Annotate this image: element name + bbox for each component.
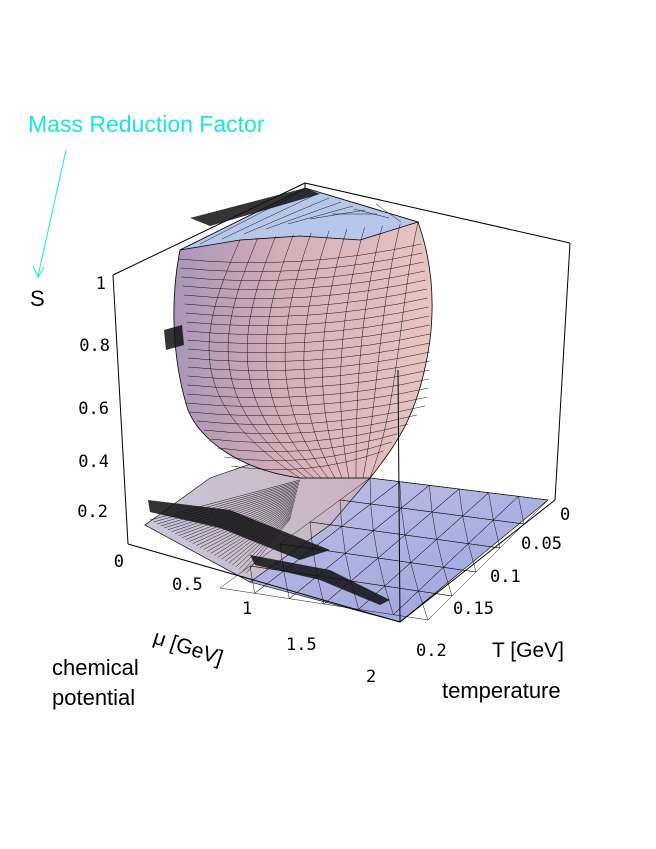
mesh-line [179, 243, 422, 263]
annotation-arrow-shaft [37, 149, 67, 277]
mesh-line [375, 203, 402, 223]
box-front-edges [127, 369, 556, 623]
mesh-line [227, 238, 308, 479]
mu-tick-label: 1.5 [286, 635, 317, 655]
mesh-line [355, 225, 383, 479]
mesh-line [309, 209, 366, 220]
t-tick-label: 0.2 [416, 641, 447, 661]
mesh-line [217, 432, 401, 452]
mesh-line [187, 315, 430, 335]
t-axis: 0 0.05 0.1 0.15 0.2 T [GeV] temperature [416, 505, 570, 703]
t-axis-label: T [GeV] [492, 639, 564, 662]
mesh-line [196, 405, 426, 425]
z-tick-label: 0.6 [78, 399, 109, 419]
z-tick-label: 0.8 [79, 336, 110, 356]
mesh-line [362, 223, 401, 479]
t-tick-label: 0.05 [521, 534, 562, 554]
t-tick-label: 0.15 [453, 599, 494, 619]
mu-tick-label: 1 [242, 599, 252, 619]
mesh-line [210, 423, 409, 443]
mesh-line [265, 234, 322, 479]
mesh-line [287, 205, 354, 225]
z-axis: S 0 0.2 0.4 0.6 0.8 1 [30, 274, 124, 572]
mesh-line [303, 230, 336, 479]
z-axis-label: S [30, 286, 45, 311]
z-tick-label: 0.2 [77, 502, 108, 522]
mesh-line [322, 229, 348, 479]
mesh-line [392, 590, 453, 621]
z-tick-label: 0.4 [78, 452, 109, 472]
mesh-line [231, 450, 384, 470]
mesh-line [187, 369, 430, 389]
mesh-line [224, 441, 392, 461]
mesh-line [187, 360, 430, 380]
mesh-line [182, 270, 425, 290]
mesh-line [203, 414, 417, 434]
mu-axis-caption-line1: chemical [52, 655, 139, 680]
mesh-line [183, 279, 426, 299]
mesh-line [243, 197, 330, 235]
mesh-line [221, 193, 318, 240]
mesh-line [186, 306, 429, 326]
mesh-line [171, 488, 298, 532]
mesh-line [187, 351, 431, 371]
t-axis-caption: temperature [442, 678, 561, 703]
mesh-line [265, 201, 342, 230]
annotation-arrow-head [32, 265, 45, 279]
mesh-line [167, 486, 299, 531]
mesh-line [353, 208, 390, 219]
z-tick-label: 1 [96, 274, 106, 294]
mesh-line [187, 378, 430, 398]
mu-axis-caption-line2: potential [52, 685, 135, 710]
mesh-line [187, 333, 430, 353]
mesh-line [181, 261, 424, 281]
mu-tick-label: 0.5 [172, 575, 203, 595]
surface-dense-bands [148, 188, 390, 605]
mesh-line [185, 297, 428, 317]
surface [144, 187, 549, 623]
annotation-label: Mass Reduction Factor [28, 111, 265, 137]
mesh-line [174, 489, 298, 534]
mesh-line [184, 288, 427, 308]
mu-tick-label: 2 [366, 667, 376, 687]
mesh-line [187, 342, 431, 362]
t-tick-label: 0 [560, 505, 570, 525]
mesh-line [369, 221, 419, 479]
mesh-line [187, 324, 430, 344]
t-tick-label: 0.1 [490, 567, 521, 587]
mu-axis-label: μ [GeV] [150, 626, 225, 670]
z-tick-label: 0 [114, 552, 124, 572]
mesh-line [284, 232, 329, 479]
mesh-line [208, 239, 301, 479]
mesh-line [340, 227, 365, 479]
mesh-line [180, 252, 423, 272]
mesh-line [164, 485, 299, 529]
